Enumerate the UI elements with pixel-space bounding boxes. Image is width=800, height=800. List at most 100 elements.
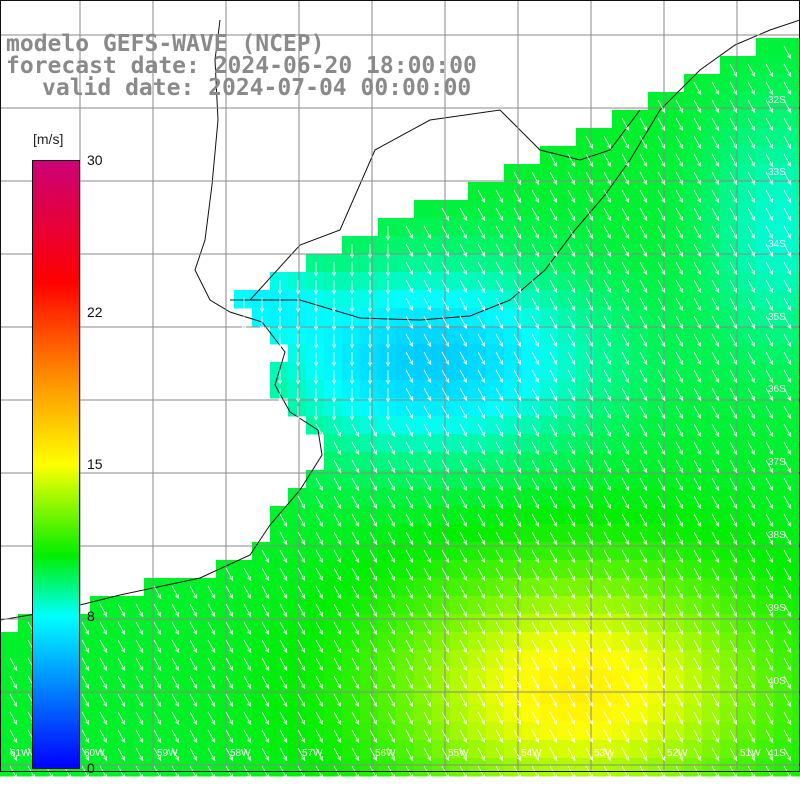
wind-arrow-head [769, 126, 774, 132]
wind-arrow-head [535, 576, 540, 582]
wind-arrow-head [553, 288, 558, 294]
wind-speed-cell [576, 164, 595, 183]
wind-speed-cell [414, 254, 433, 273]
wind-arrow [639, 207, 648, 221]
wind-arrow-head [391, 468, 396, 474]
wind-arrow [423, 477, 432, 491]
wind-speed-cell [576, 290, 595, 309]
wind-arrow [495, 765, 504, 779]
wind-arrow-head [679, 360, 684, 366]
wind-arrow [405, 549, 414, 563]
wind-arrow [639, 225, 648, 239]
wind-arrow [171, 603, 180, 617]
wind-arrow-head [661, 324, 666, 330]
wind-arrow [747, 81, 756, 95]
wind-speed-cell [756, 128, 775, 147]
wind-arrow [135, 693, 144, 707]
wind-speed-cell [720, 524, 739, 543]
wind-speed-cell [324, 668, 343, 687]
wind-arrow [549, 513, 558, 527]
wind-speed-cell [612, 596, 631, 615]
wind-arrow-head [349, 326, 355, 331]
wind-speed-cell [234, 560, 253, 579]
wind-speed-cell [774, 506, 793, 525]
wind-arrow-head [787, 126, 792, 132]
wind-arrow-head [787, 342, 792, 348]
wind-speed-cell [396, 434, 415, 453]
wind-arrow [603, 189, 612, 203]
wind-arrow-head [769, 738, 774, 744]
wind-speed-cell [432, 308, 451, 327]
wind-arrow-head [625, 342, 630, 348]
wind-arrow [153, 693, 162, 707]
wind-speed-cell [738, 596, 757, 615]
wind-speed-cell [684, 452, 703, 471]
wind-speed-cell [342, 272, 361, 291]
wind-arrow [729, 405, 738, 419]
wind-arrow-head [625, 594, 630, 600]
wind-arrow [369, 657, 378, 671]
wind-arrow-head [409, 288, 414, 294]
wind-arrow [783, 261, 792, 275]
wind-arrow-head [625, 468, 630, 474]
wind-arrow [513, 657, 522, 671]
wind-speed-cell [414, 722, 433, 741]
wind-speed-cell [666, 704, 685, 723]
wind-speed-cell [540, 326, 559, 345]
wind-arrow-head [733, 234, 738, 240]
wind-arrow [513, 333, 522, 347]
wind-arrow [423, 765, 432, 779]
wind-speed-cell [324, 722, 343, 741]
wind-arrow-head [385, 344, 391, 349]
lat-label: 41S [768, 748, 786, 759]
wind-speed-cell [90, 704, 109, 723]
wind-arrow [567, 693, 576, 707]
wind-arrow-head [463, 216, 468, 222]
wind-arrow [369, 459, 378, 473]
wind-arrow-head [751, 270, 756, 276]
wind-arrow [9, 693, 18, 707]
wind-arrow [369, 549, 378, 563]
wind-arrow-head [589, 720, 594, 726]
wind-speed-cell [342, 416, 361, 435]
wind-speed-cell [558, 398, 577, 417]
wind-arrow [477, 567, 486, 581]
wind-arrow-head [211, 612, 216, 618]
wind-arrow [729, 243, 738, 257]
wind-arrow-head [445, 342, 450, 348]
wind-speed-cell [450, 254, 469, 273]
wind-speed-cell [0, 740, 19, 759]
wind-arrow [711, 621, 720, 635]
wind-arrow-head [661, 180, 666, 186]
wind-arrow [261, 549, 270, 563]
wind-arrow-head [661, 720, 666, 726]
wind-arrow-head [409, 612, 414, 618]
wind-arrow-head [409, 504, 414, 510]
wind-arrow [495, 531, 504, 545]
wind-arrow [549, 351, 558, 365]
wind-arrow [657, 423, 666, 437]
wind-arrow [675, 459, 684, 473]
wind-speed-cell [630, 524, 649, 543]
wind-arrow-head [337, 612, 342, 618]
wind-arrow-head [499, 558, 504, 564]
wind-speed-cell [792, 326, 800, 345]
wind-arrow-head [787, 180, 792, 186]
wind-arrow [675, 441, 684, 455]
wind-arrow [423, 315, 432, 329]
wind-arrow-head [463, 486, 468, 492]
wind-speed-cell [684, 668, 703, 687]
wind-arrow-head [661, 594, 666, 600]
wind-speed-cell [558, 416, 577, 435]
wind-arrow-head [445, 432, 450, 438]
wind-speed-cell [594, 308, 613, 327]
colorbar [32, 160, 80, 769]
wind-arrow-head [229, 702, 234, 708]
wind-speed-cell [252, 758, 271, 777]
wind-arrow [423, 261, 432, 275]
wind-arrow [657, 351, 666, 365]
wind-arrow-head [157, 630, 162, 636]
wind-speed-cell [252, 560, 271, 579]
wind-arrow-head [607, 576, 612, 582]
wind-arrow-head [481, 252, 486, 258]
